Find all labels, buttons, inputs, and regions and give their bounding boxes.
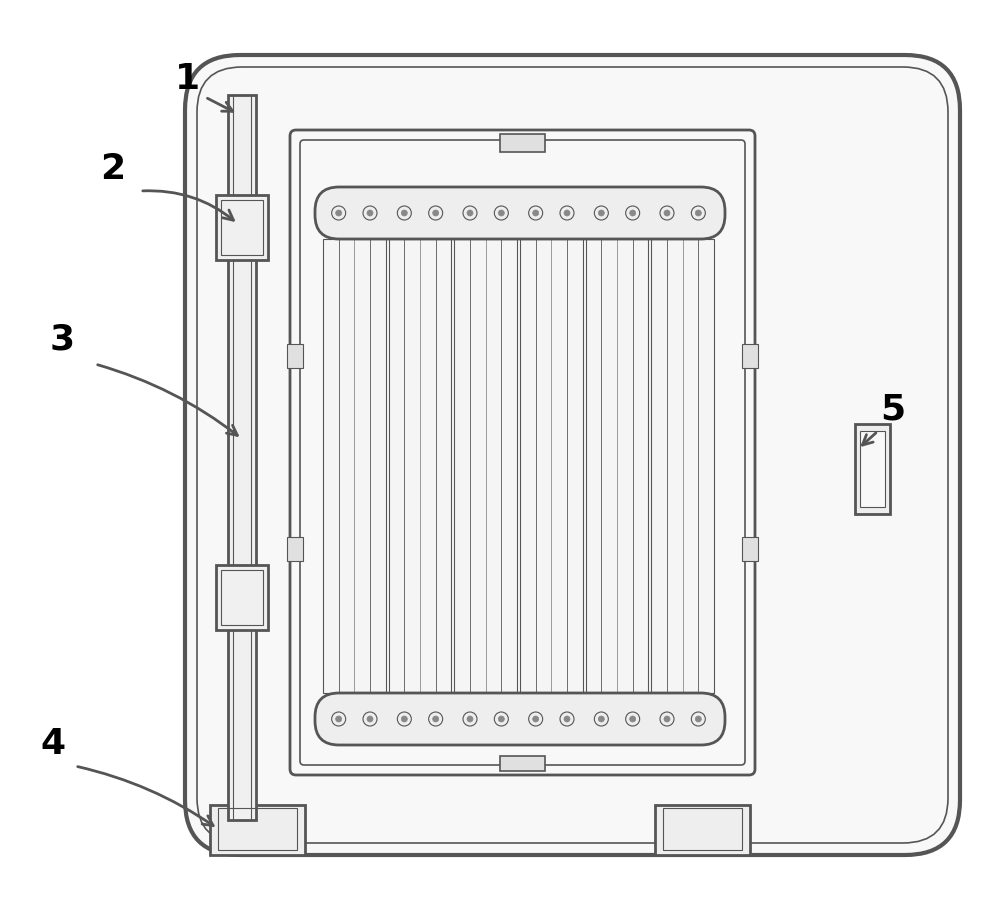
Bar (500, 134, 545, 152)
Bar (216, 565, 268, 630)
Circle shape (336, 210, 342, 216)
Circle shape (401, 210, 407, 216)
Circle shape (630, 210, 636, 216)
Text: 4: 4 (40, 727, 65, 761)
Bar (860, 431, 885, 507)
Circle shape (533, 716, 539, 722)
Bar (287, 537, 303, 561)
Circle shape (664, 210, 670, 216)
FancyBboxPatch shape (185, 55, 960, 855)
Bar (323, 239, 386, 693)
Circle shape (598, 210, 604, 216)
Bar (216, 195, 268, 260)
Bar (651, 239, 714, 693)
Bar (663, 808, 742, 850)
Circle shape (467, 210, 473, 216)
Text: 1: 1 (175, 62, 200, 96)
Text: 5: 5 (880, 392, 905, 426)
Bar (287, 344, 303, 368)
Bar (454, 239, 517, 693)
Circle shape (367, 716, 373, 722)
Circle shape (695, 210, 701, 216)
Bar (389, 239, 451, 693)
Circle shape (336, 716, 342, 722)
Circle shape (533, 210, 539, 216)
Circle shape (433, 716, 439, 722)
Bar (855, 424, 890, 514)
FancyBboxPatch shape (290, 130, 755, 775)
Circle shape (401, 716, 407, 722)
FancyBboxPatch shape (315, 693, 725, 745)
Bar (233, 95, 251, 820)
Circle shape (498, 210, 504, 216)
Bar (210, 805, 305, 855)
Bar (500, 756, 545, 771)
Circle shape (433, 210, 439, 216)
Circle shape (498, 716, 504, 722)
Bar (520, 239, 583, 693)
Bar (586, 239, 648, 693)
Circle shape (695, 716, 701, 722)
Circle shape (564, 210, 570, 216)
Bar (218, 808, 297, 850)
Bar (221, 570, 263, 625)
Circle shape (598, 716, 604, 722)
Bar (742, 344, 758, 368)
Bar (228, 95, 256, 820)
Bar (655, 805, 750, 855)
Circle shape (467, 716, 473, 722)
Bar (742, 537, 758, 561)
Text: 3: 3 (50, 322, 75, 356)
Bar (221, 200, 263, 255)
Circle shape (367, 210, 373, 216)
Text: 2: 2 (100, 152, 125, 186)
FancyBboxPatch shape (315, 187, 725, 239)
Circle shape (564, 716, 570, 722)
Circle shape (664, 716, 670, 722)
Circle shape (630, 716, 636, 722)
